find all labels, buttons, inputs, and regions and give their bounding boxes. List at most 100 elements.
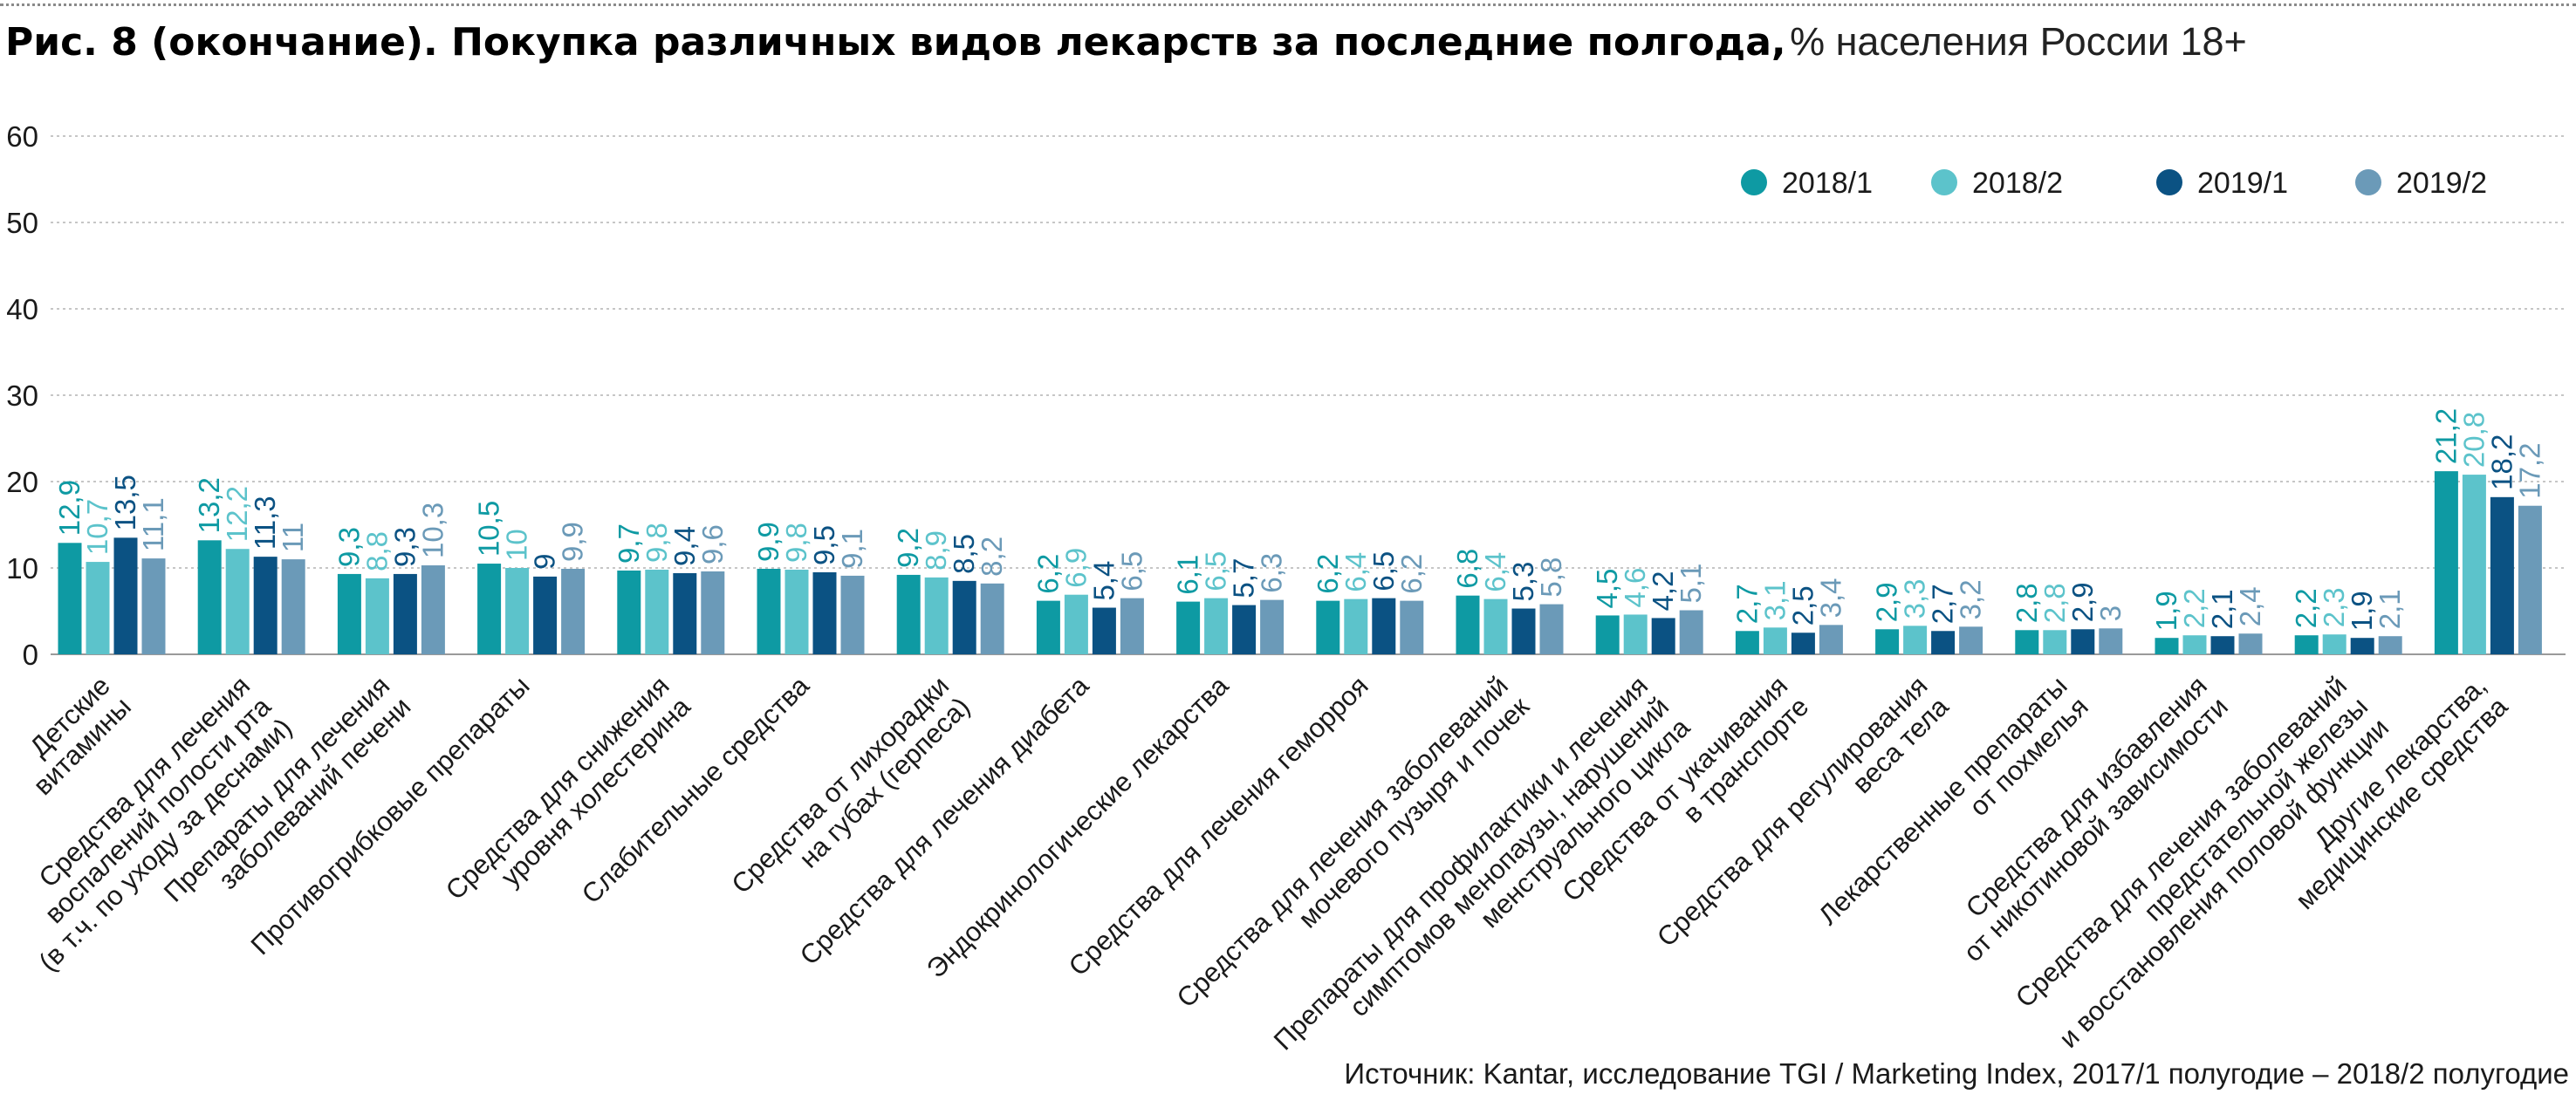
top-dotted-rule: [0, 3, 2576, 6]
data-label: 2,1: [2374, 589, 2406, 629]
data-label: 2,5: [1786, 585, 1819, 626]
bar: [2462, 475, 2486, 654]
bar: [617, 570, 641, 654]
data-label: 4,2: [1647, 571, 1679, 612]
data-label: 18,2: [2485, 434, 2518, 490]
legend-label: 2018/1: [1782, 167, 1873, 200]
data-label: 12,2: [221, 486, 253, 542]
data-label: 6,2: [1395, 554, 1428, 594]
data-label: 6,4: [1479, 552, 1511, 592]
bar: [365, 578, 389, 654]
data-label: 17,2: [2513, 442, 2545, 498]
bar: [1120, 598, 1144, 654]
bar: [2378, 636, 2402, 654]
data-label: 3: [2094, 605, 2127, 621]
bar: [505, 568, 530, 654]
data-label: 2,9: [1871, 582, 1903, 622]
bar: [840, 575, 865, 654]
bar: [2043, 630, 2067, 654]
bar: [924, 577, 949, 654]
data-label: 9,8: [780, 523, 812, 563]
grid-lines: [51, 135, 2566, 655]
data-label: 5,3: [1507, 562, 1539, 602]
bar: [2490, 496, 2514, 654]
data-label: 6,1: [1172, 555, 1204, 595]
bar: [561, 568, 586, 654]
data-label: 9,9: [557, 522, 589, 562]
bar: [1372, 598, 1396, 654]
data-labels: 12,910,713,511,1 13,212,211,311 9,38,89,31…: [53, 408, 2545, 631]
bar: [2182, 635, 2207, 654]
data-label: 9: [529, 554, 561, 570]
y-tick-label: 60: [6, 120, 38, 153]
data-label: 8,5: [948, 534, 980, 574]
bar: [253, 557, 277, 654]
y-tick-label: 0: [23, 639, 38, 671]
bar: [2294, 635, 2319, 654]
data-label: 2,1: [2206, 589, 2238, 629]
data-label: 4,5: [1591, 569, 1623, 609]
data-label: 9,3: [332, 527, 365, 567]
data-label: 2,8: [2011, 583, 2043, 623]
bar: [896, 574, 921, 654]
legend-label: 2019/2: [2396, 167, 2487, 200]
data-label: 6,4: [1339, 552, 1372, 592]
y-tick-label: 40: [6, 293, 38, 325]
legend-label: 2019/1: [2197, 167, 2288, 200]
x-tick-label: Средства для лечения геморроя: [1063, 670, 1374, 981]
y-tick-label: 50: [6, 207, 38, 239]
data-label: 10,3: [416, 503, 449, 558]
data-label: 6,5: [1115, 551, 1148, 592]
data-label: 1,9: [2150, 591, 2182, 631]
data-label: 5,4: [1087, 561, 1120, 601]
bar: [757, 568, 781, 654]
data-label: 3,4: [1814, 578, 1846, 618]
data-label: 8,8: [360, 531, 393, 571]
chart-title: Рис. 8 (окончание). Покупка различных ви…: [5, 19, 2247, 65]
bar: [393, 573, 417, 654]
data-label: 9,3: [388, 527, 421, 567]
bar: [1679, 610, 1703, 654]
bar: [1036, 600, 1060, 654]
bar: [2015, 630, 2039, 654]
bar: [1903, 626, 1928, 654]
y-axis-ticks: 0 10 20 30 40 50 60: [6, 120, 38, 671]
bar: [533, 576, 558, 654]
bar: [2518, 505, 2542, 654]
bar: [1875, 629, 1900, 654]
bar: [141, 558, 166, 654]
chart-title-unit: % населения России 18+: [1790, 19, 2247, 64]
legend-marker: [1741, 169, 1767, 195]
bar: [1483, 598, 1508, 654]
bar: [1959, 626, 1983, 654]
data-label: 6,3: [1256, 553, 1288, 593]
data-label: 9,9: [752, 522, 784, 562]
data-label: 11,1: [137, 497, 169, 551]
x-tick-label-line: Средства для лечения геморроя: [1063, 670, 1374, 981]
bar: [197, 540, 222, 654]
data-label: 8,2: [976, 537, 1008, 577]
data-label: 6,9: [1059, 548, 1092, 588]
data-label: 2,7: [1730, 584, 1763, 624]
data-label: 3,1: [1758, 580, 1791, 620]
data-label: 2,9: [2066, 582, 2099, 622]
data-label: 3,2: [1955, 579, 1987, 619]
bar: [2071, 629, 2095, 654]
data-label: 9,8: [641, 523, 673, 563]
bar: [1735, 631, 1759, 654]
data-label: 2,3: [2318, 587, 2350, 627]
data-label: 5,7: [1228, 558, 1260, 598]
bar: [952, 580, 976, 654]
data-label: 2,2: [2178, 588, 2210, 628]
x-tick-label-line: уровня холестерина: [495, 691, 696, 892]
data-label: 3,3: [1899, 578, 1931, 619]
bar: [1819, 625, 1843, 654]
bar: [1763, 627, 1787, 654]
legend-marker: [2156, 169, 2182, 195]
data-label: 4,6: [1619, 568, 1651, 608]
bar: [1092, 607, 1116, 654]
x-tick-label-line: Средства для снижения: [440, 670, 675, 906]
data-label: 2,4: [2234, 586, 2266, 626]
bar: [2350, 638, 2374, 654]
bar: [477, 564, 502, 654]
